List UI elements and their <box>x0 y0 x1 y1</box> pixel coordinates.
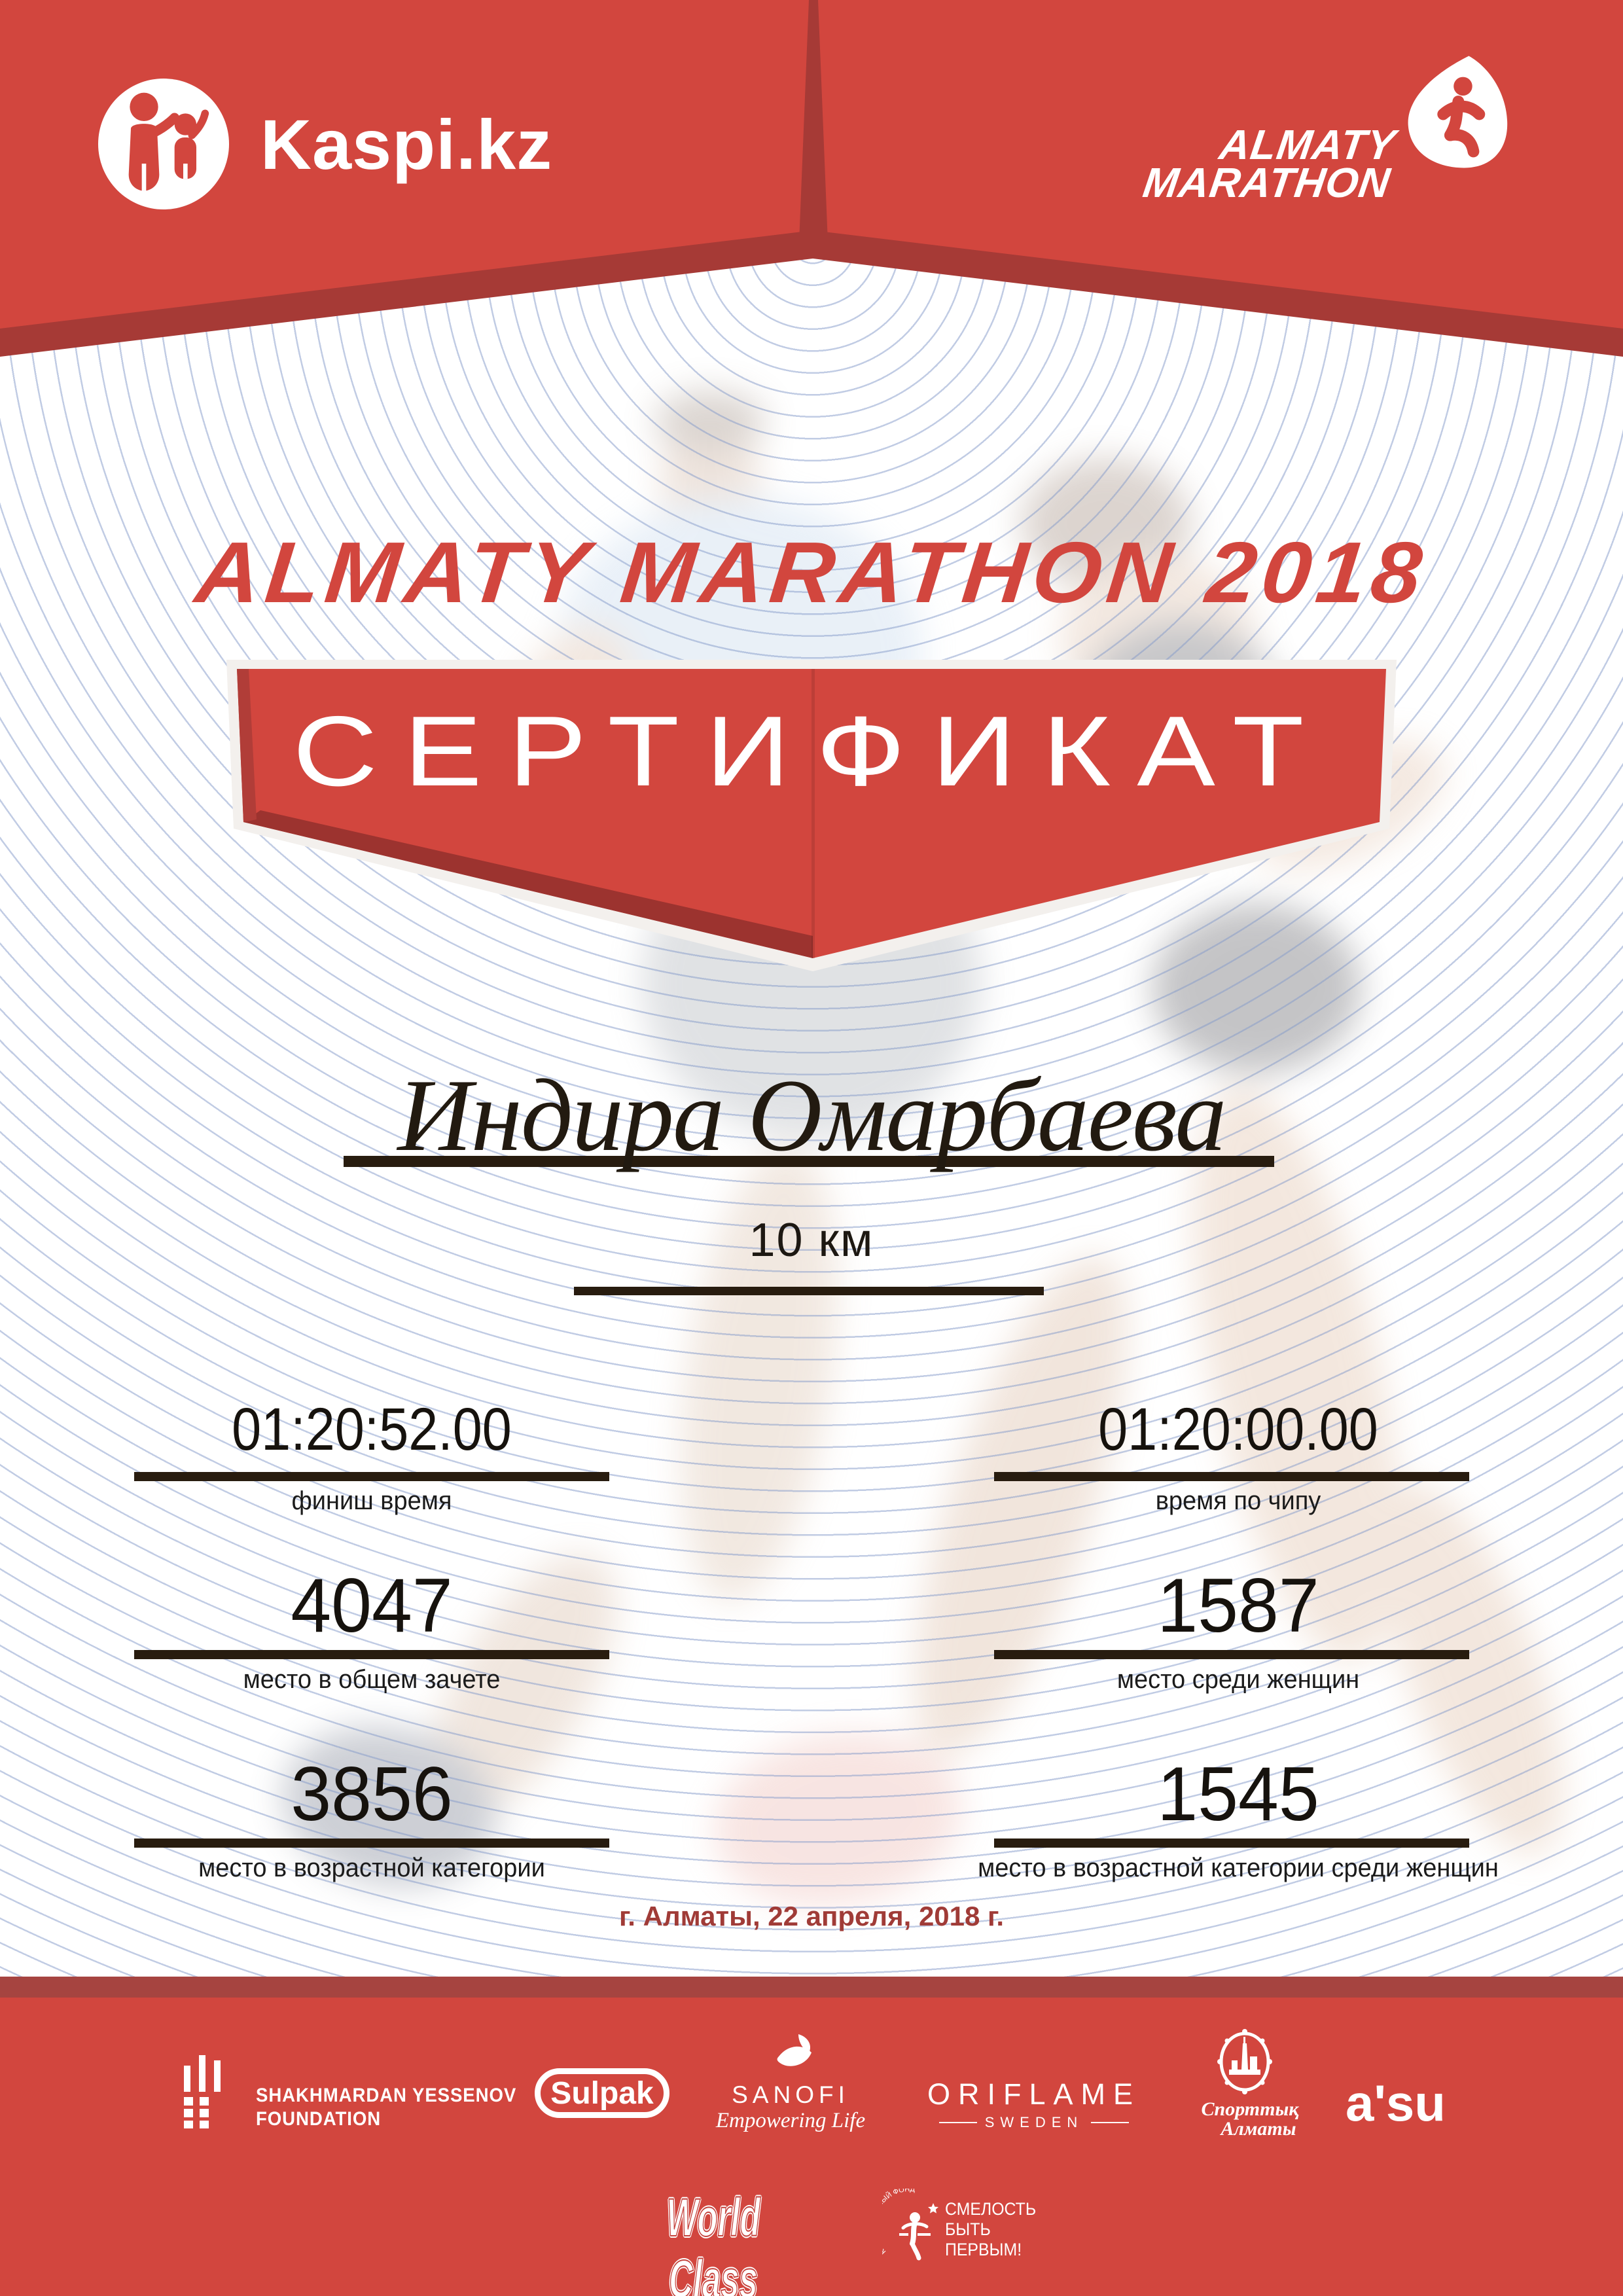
oriflame-sweden-row: SWEDEN <box>923 2114 1145 2131</box>
fund-motto-line2: БЫТЬ <box>945 2219 991 2239</box>
fund-motto-line1: СМЕЛОСТЬ <box>945 2199 1037 2219</box>
stat-divider-bar <box>134 1650 609 1659</box>
oriflame-rule-right <box>1091 2122 1130 2123</box>
yessenov-foundation-icon <box>184 2055 221 2128</box>
stat-divider-bar <box>994 1650 1469 1659</box>
event-title: ALMATY MARATHON 2018 <box>191 524 1432 620</box>
courage-fund-icon: КОРПОРАТИВНЫЙ ФОНД <box>882 2189 938 2261</box>
courage-fund-motto: СМЕЛОСТЬ БЫТЬ ПЕРВЫМ! <box>945 2199 1036 2260</box>
stat-divider-bar <box>994 1839 1469 1848</box>
stat-women-place-label: место среди женщин <box>1116 1665 1360 1694</box>
fund-motto-line3: ПЕРВЫМ! <box>945 2240 1022 2259</box>
certificate-heading: СЕРТИФИКАТ <box>293 696 1330 807</box>
kaspi-logo-icon <box>98 79 229 209</box>
stat-divider-bar <box>994 1472 1469 1481</box>
stat-age-place-value: 3856 <box>291 1751 453 1837</box>
stat-finish-time-value: 01:20:52.00 <box>232 1396 512 1463</box>
oriflame-rule-left <box>938 2122 977 2123</box>
kaspi-logo-text: Kaspi.kz <box>260 105 553 184</box>
sanofi-bird-icon <box>777 2034 812 2066</box>
oriflame-label: ORIFLAME <box>927 2077 1141 2111</box>
sulpak-label: Sulpak <box>550 2075 654 2111</box>
race-distance: 10 км <box>749 1214 874 1266</box>
stat-divider-bar <box>134 1472 609 1481</box>
stat-age-women-place-value: 1545 <box>1157 1751 1319 1837</box>
almaty-marathon-logo-text: ALMATY MARATHON <box>1042 121 1399 206</box>
stat-divider-bar <box>134 1839 609 1848</box>
stat-chip-time-label: время по чипу <box>1155 1486 1321 1515</box>
sulpak-logo: Sulpak <box>535 2068 669 2118</box>
kaspi-figures-icon <box>128 92 209 191</box>
distance-underline <box>574 1287 1044 1295</box>
stat-age-women-place-label: место в возрастной категории среди женщи… <box>978 1854 1499 1882</box>
yessenov-foundation-label: SHAKHMARDAN YESSENOV FOUNDATION <box>256 2084 516 2131</box>
footer-sponsor-band: SHAKHMARDAN YESSENOV FOUNDATION Sulpak S… <box>0 1998 1623 2296</box>
stat-overall-place-label: место в общем зачете <box>243 1665 501 1694</box>
asu-logo: a'su <box>1346 2074 1446 2132</box>
yessenov-line1: SHAKHMARDAN YESSENOV <box>256 2085 517 2106</box>
sport-almaty-line1: Спорттық <box>1201 2098 1299 2120</box>
oriflame-sweden-label: SWEDEN <box>984 2114 1084 2130</box>
sanofi-label: SANOFI <box>732 2081 849 2108</box>
footer-top-stripe <box>0 1977 1623 1998</box>
city-date-line: г. Алматы, 22 апреля, 2018 г. <box>619 1901 1004 1931</box>
yessenov-line2: FOUNDATION <box>256 2108 382 2130</box>
almaty-marathon-runner-icon <box>1397 54 1513 170</box>
stat-finish-time-label: финиш время <box>291 1486 452 1515</box>
almaty-marathon-logo-line1: ALMATY <box>1217 121 1399 168</box>
stat-age-place-label: место в возрастной категории <box>198 1854 545 1882</box>
sanofi-tagline: Empowering Life <box>715 2109 866 2132</box>
recipient-name: Индира Омарбаева <box>397 1058 1227 1173</box>
almaty-marathon-logo-line2: MARATHON <box>1140 159 1393 206</box>
stat-women-place-value: 1587 <box>1157 1562 1319 1648</box>
sport-almaty-line2: Алматы <box>1221 2118 1296 2140</box>
stat-chip-time-value: 01:20:00.00 <box>1098 1396 1378 1463</box>
sport-almaty-crest-icon <box>1217 2029 1272 2094</box>
sport-almaty-label: Спорттық Алматы <box>1191 2100 1309 2139</box>
stat-overall-place-value: 4047 <box>291 1562 453 1648</box>
world-class-logo: World Class <box>666 2187 760 2296</box>
